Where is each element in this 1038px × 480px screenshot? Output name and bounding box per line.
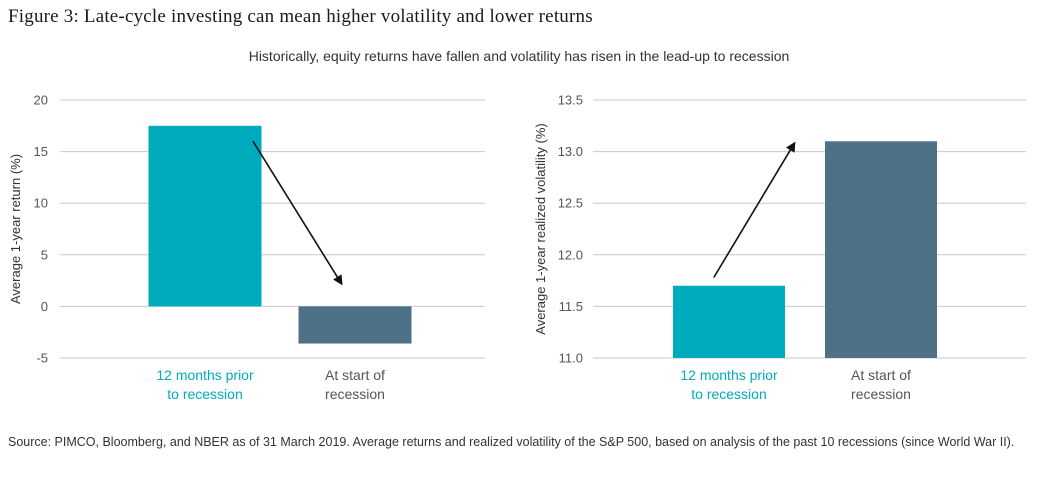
y-tick-label: 20: [34, 93, 48, 108]
category-label: 12 months prior to recession: [680, 367, 778, 402]
y-tick-label: 0: [41, 299, 48, 314]
y-tick-label: 12.0: [558, 247, 583, 262]
bar: [148, 125, 262, 307]
trend-arrow: [252, 140, 343, 286]
returns-chart: -5 0 5 10 15 20 Average 1-year return (%) 12 mo…: [8, 93, 485, 402]
y-tick-label: 15: [34, 144, 48, 159]
y-tick-label: -5: [36, 351, 48, 366]
trend-arrow: [713, 141, 796, 278]
bar: [673, 285, 785, 358]
source-note: Source: PIMCO, Bloomberg, and NBER as of…: [8, 435, 1015, 449]
bar: [825, 141, 937, 358]
y-axis-label: Average 1-year return (%): [8, 154, 23, 304]
y-tick-label: 5: [41, 247, 48, 262]
y-tick-label: 10: [34, 196, 48, 211]
category-label: At start of recession: [325, 367, 385, 402]
y-tick-label: 13.0: [558, 144, 583, 159]
volatility-chart: 11.0 11.5 12.0 12.5 13.0 13.5 Average 1-year r…: [533, 93, 1026, 402]
y-tick-label: 11.5: [559, 299, 583, 314]
chart-subtitle: Historically, equity returns have fallen…: [248, 48, 790, 64]
figure-title: Figure 3: Late-cycle investing can mean …: [8, 6, 593, 27]
bar: [298, 306, 412, 344]
y-tick-label: 13.5: [558, 93, 583, 108]
category-label: 12 months prior to recession: [156, 367, 254, 402]
y-tick-label: 12.5: [558, 196, 583, 211]
charts-canvas: -5 0 5 10 15 20 Average 1-year return (%) 12 mo…: [8, 93, 1026, 402]
category-label: At start of recession: [851, 367, 911, 402]
y-axis-label: Average 1-year realized volatility (%): [533, 123, 548, 334]
y-tick-label: 11.0: [559, 351, 583, 366]
